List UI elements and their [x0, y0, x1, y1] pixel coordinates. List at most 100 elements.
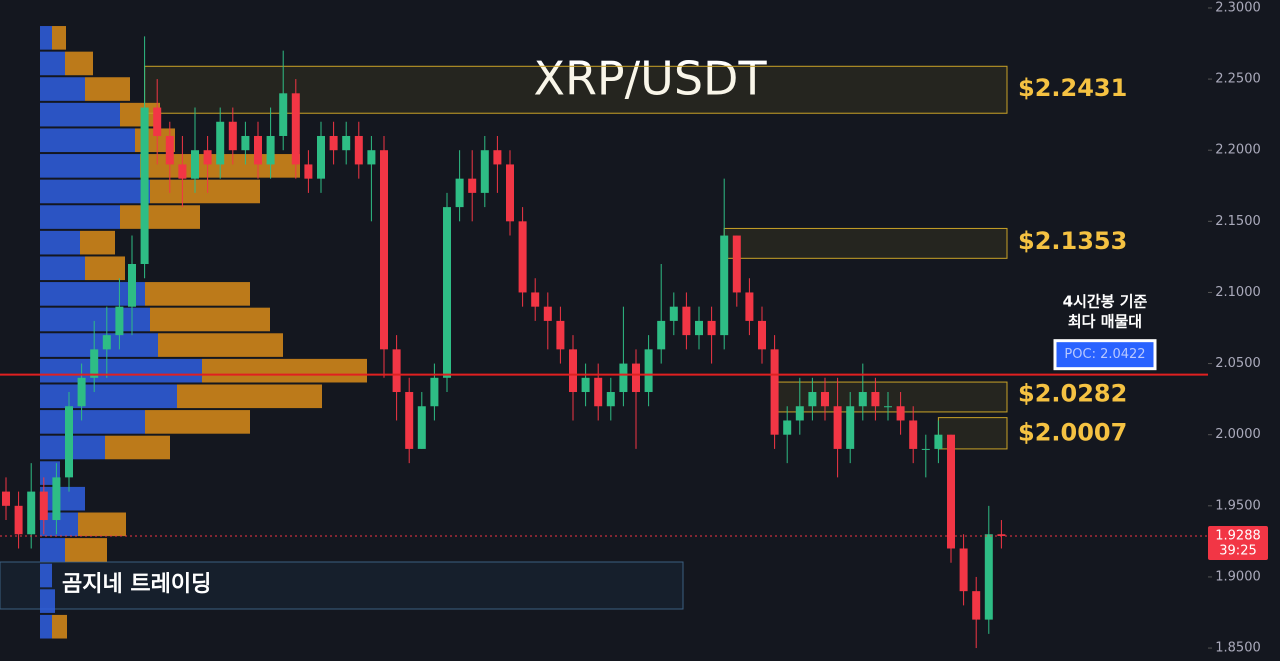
profile-sell — [65, 51, 93, 76]
candle-body — [959, 548, 968, 592]
candle-body — [165, 135, 174, 165]
candle-body — [606, 392, 615, 407]
candle-body — [102, 335, 111, 350]
profile-sell — [105, 435, 170, 460]
profile-sell — [52, 614, 67, 639]
candle-body — [833, 406, 842, 449]
candle-body — [228, 121, 237, 151]
profile-buy — [40, 26, 52, 50]
candle-body — [972, 591, 981, 620]
candle-body — [745, 292, 754, 321]
zone-label: $2.0007 — [1018, 419, 1127, 447]
profile-sell — [52, 26, 66, 50]
candle-body — [405, 392, 414, 449]
candle-body — [354, 135, 363, 165]
candle-body — [39, 491, 48, 521]
profile-sell — [65, 538, 107, 562]
candle-body — [531, 292, 540, 307]
candle-body — [644, 349, 653, 393]
profile-sell — [78, 512, 126, 537]
candle-body — [896, 406, 905, 421]
candle-body — [581, 377, 590, 393]
candle-body — [279, 93, 288, 136]
candle-body — [543, 306, 552, 321]
profile-buy — [40, 77, 85, 101]
candle-body — [984, 534, 993, 620]
candle-body — [203, 150, 212, 165]
candle-body — [884, 406, 892, 408]
candle-body — [140, 107, 149, 265]
y-tick-label: 1.9000 — [1215, 569, 1261, 584]
zone-label: $2.1353 — [1018, 227, 1127, 255]
y-tick-label: 2.1000 — [1215, 285, 1261, 300]
profile-sell — [80, 230, 115, 255]
profile-sell — [158, 333, 283, 357]
y-tick-label: 1.9500 — [1215, 498, 1261, 513]
candle-body — [153, 107, 162, 136]
candle-body — [317, 135, 325, 179]
zone — [723, 227, 1008, 259]
candle-body — [329, 135, 338, 151]
profile-buy — [40, 384, 177, 409]
candle-body — [720, 235, 729, 336]
watermark-box — [0, 561, 684, 610]
candle-body — [594, 377, 603, 407]
zone — [144, 65, 1008, 114]
profile-buy — [40, 102, 120, 127]
candle-body — [909, 420, 918, 449]
candle-body — [241, 135, 250, 151]
profile-buy — [40, 486, 85, 511]
profile-buy — [40, 333, 158, 357]
candle-body — [506, 164, 514, 222]
profile-sell — [85, 256, 125, 281]
candle-body — [858, 392, 867, 407]
candle-body — [27, 491, 36, 535]
candle-body — [921, 448, 930, 450]
candle-body — [770, 349, 779, 435]
poc-box — [1053, 339, 1157, 371]
candle-body — [569, 349, 577, 393]
candle-body — [695, 320, 703, 336]
candle-body — [178, 164, 187, 179]
candle-body — [758, 320, 766, 350]
candle-body — [669, 306, 678, 321]
candle-body — [518, 221, 527, 293]
profile-sell — [177, 384, 322, 409]
candle-body — [632, 363, 640, 393]
candle-body — [934, 434, 943, 449]
y-tick-label: 2.0000 — [1215, 427, 1261, 442]
y-tick-label: 1.8500 — [1215, 641, 1261, 656]
candle-body — [216, 121, 225, 165]
profile-buy — [40, 51, 65, 76]
price-tag — [1208, 525, 1268, 560]
candle-body — [871, 392, 880, 407]
candle-body — [783, 420, 792, 435]
profile-sell — [85, 77, 130, 101]
watermark: 곰지네 트레이딩 — [62, 572, 211, 597]
profile-buy — [40, 154, 140, 178]
candle-body — [367, 150, 376, 165]
candle-body — [65, 406, 73, 478]
poc-label: POC: 2.0422 — [1064, 347, 1145, 362]
profile-buy — [40, 358, 202, 383]
candle-body — [380, 150, 388, 350]
profile-buy — [40, 205, 120, 229]
profile-buy — [40, 563, 52, 588]
candle-body — [657, 320, 666, 350]
y-tick-label: 2.0500 — [1215, 356, 1261, 371]
profile-buy — [40, 179, 150, 204]
candle-body — [707, 320, 716, 336]
y-tick-label: 2.2000 — [1215, 143, 1261, 158]
candle-body — [342, 135, 351, 151]
candle-body — [392, 349, 401, 393]
profile-buy — [40, 307, 150, 332]
profile-buy — [40, 614, 52, 639]
price-timer: 39:25 — [1219, 543, 1256, 558]
zone-label: $2.0282 — [1018, 380, 1127, 408]
y-tick-label: 2.3000 — [1215, 0, 1261, 15]
candle-body — [821, 392, 829, 407]
candle-body — [493, 150, 502, 165]
candle-body — [997, 534, 1006, 536]
profile-buy — [40, 512, 78, 537]
